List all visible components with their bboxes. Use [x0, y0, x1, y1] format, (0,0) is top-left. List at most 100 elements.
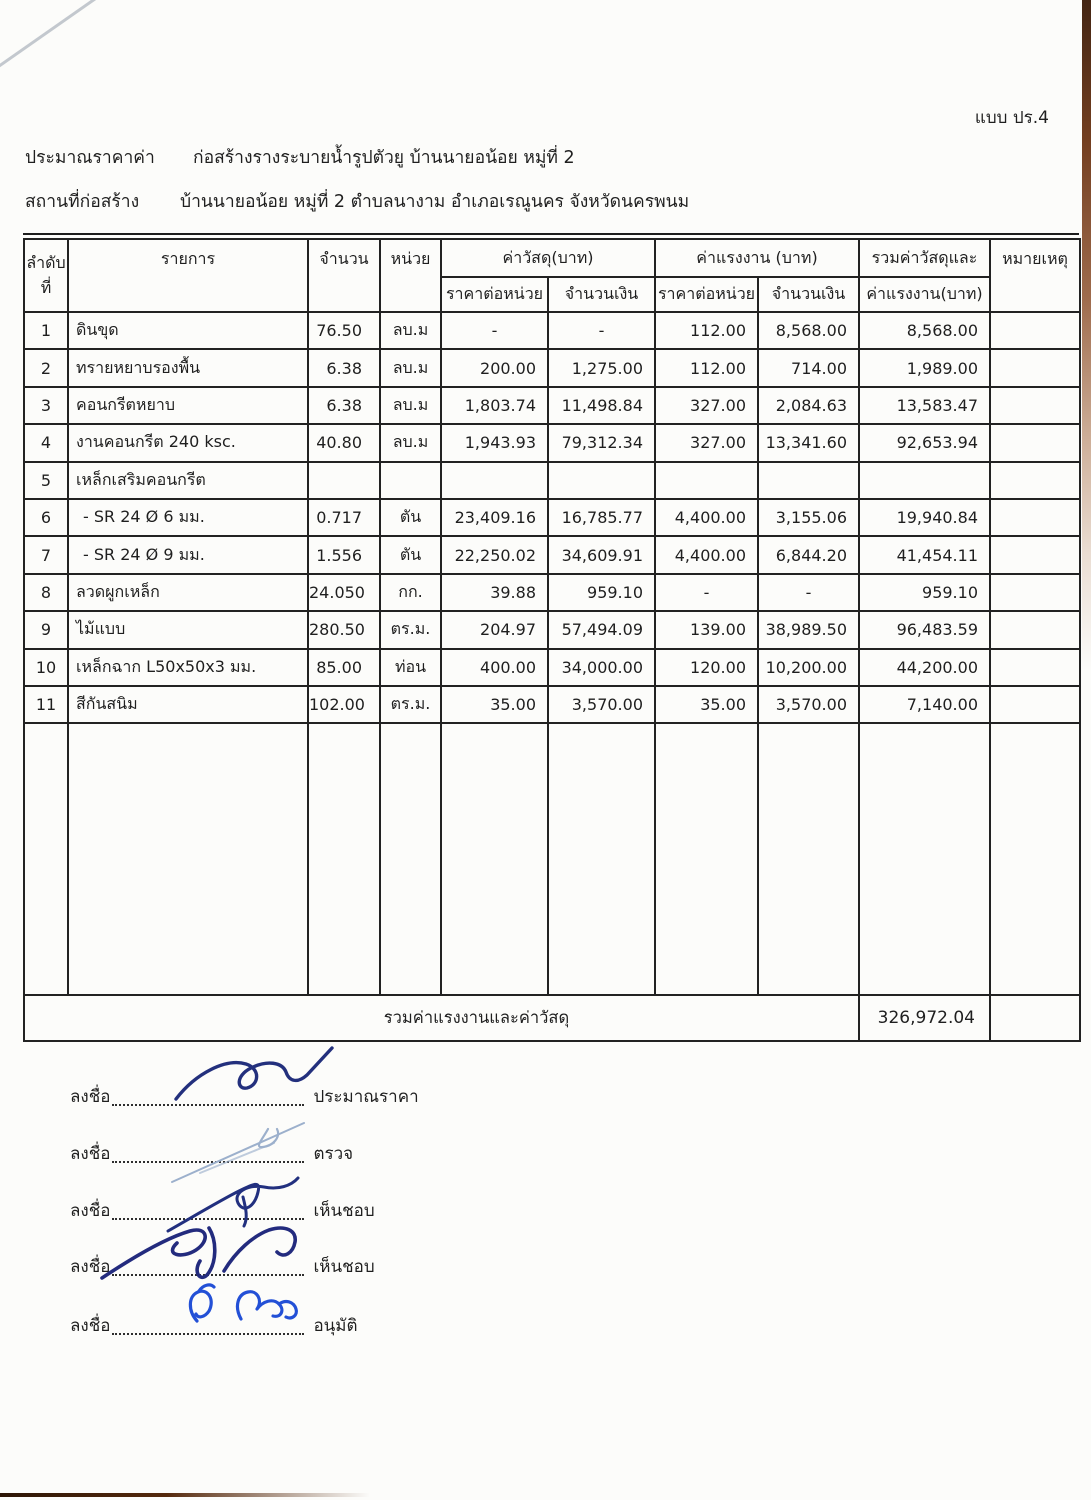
cell-note — [989, 497, 1081, 538]
cell-mat_amt: 34,609.91 — [547, 535, 656, 575]
col-header-note: หมายเหตุ — [989, 238, 1081, 313]
cell-mat_unit: 200.00 — [440, 348, 549, 388]
cell-lab_unit: 112.00 — [654, 310, 759, 351]
grand-total-note-cell — [989, 994, 1081, 1043]
cell-empty — [307, 722, 381, 997]
scan-edge-artifact-bottom — [0, 1493, 370, 1497]
cell-lab_amt: 13,341.60 — [757, 423, 860, 463]
signature-row-endorser-2: ลงชื่อ เห็นชอบ — [70, 1254, 375, 1280]
sign-label: ลงชื่อ — [70, 1201, 111, 1221]
signature-row-inspector: ลงชื่อ ตรวจ — [70, 1141, 353, 1167]
cell-qty: 6.38 — [307, 348, 381, 388]
cell-item: ทรายหยาบรองพื้น — [67, 348, 309, 388]
cell-qty: 1.556 — [307, 535, 381, 575]
cell-note — [989, 423, 1081, 463]
sign-label: ลงชื่อ — [70, 1257, 111, 1277]
cell-lab_amt: 38,989.50 — [757, 610, 860, 650]
cell-mat_amt: 79,312.34 — [547, 423, 656, 463]
cell-mat_amt: 1,275.00 — [547, 348, 656, 388]
cell-item: คอนกรีตหยาบ — [67, 385, 309, 426]
cell-mat_amt: 16,785.77 — [547, 497, 656, 538]
cell-lab_unit: 4,400.00 — [654, 497, 759, 538]
form-code: แบบ ปร.4 — [974, 108, 1049, 128]
cell-lab_amt: 6,844.20 — [757, 535, 860, 575]
location-value: บ้านนายอน้อย หมู่ที่ 2 ตำบลนางาม อำเภอเร… — [180, 192, 690, 212]
col-header-total-line2: ค่าแรงงาน(บาท) — [858, 276, 991, 313]
table-footer: รวมค่าแรงงานและค่าวัสดุ 326,972.04 — [23, 994, 1081, 1043]
cell-note — [989, 385, 1081, 426]
cell-no: 8 — [23, 572, 69, 613]
cell-mat_unit: 22,250.02 — [440, 535, 549, 575]
cell-no: 6 — [23, 497, 69, 538]
cell-mat_amt: - — [547, 310, 656, 351]
cell-item: ลวดผูกเหล็ก — [67, 572, 309, 613]
table-row: 8 ลวดผูกเหล็ก 24.050 กก. 39.88 959.10- -959.10 — [23, 572, 1081, 613]
scan-fold-line — [0, 0, 97, 68]
cell-total: 44,200.00 — [858, 647, 991, 687]
cell-empty — [989, 722, 1081, 997]
signature-role: ตรวจ — [313, 1144, 354, 1164]
cell-total: 41,454.11 — [858, 535, 991, 575]
cell-empty — [440, 722, 549, 997]
cell-mat_unit: 39.88 — [440, 572, 549, 613]
table-row: 1 ดินขุด 76.50 ลบ.ม - -112.00 8,568.00 8,568.00 — [23, 310, 1081, 351]
cell-item: - SR 24 Ø 6 มม. — [67, 497, 309, 538]
cell-qty: 85.00 — [307, 647, 381, 687]
cell-item: ดินขุด — [67, 310, 309, 351]
cell-no: 1 — [23, 310, 69, 351]
cell-note — [989, 348, 1081, 388]
location-label: สถานที่ก่อสร้าง — [25, 192, 140, 212]
cell-unit: ท่อน — [379, 647, 442, 687]
cell-mat_unit: 204.97 — [440, 610, 549, 650]
cell-mat_unit: 1,803.74 — [440, 385, 549, 426]
cell-item: เหล็กเสริมคอนกรีต — [67, 460, 309, 500]
cell-unit: ลบ.ม — [379, 423, 442, 463]
col-header-lab-unit-price: ราคาต่อหน่วย — [654, 276, 759, 313]
cell-lab_unit: 327.00 — [654, 423, 759, 463]
cell-note — [989, 572, 1081, 613]
cell-unit: ตร.ม. — [379, 610, 442, 650]
signature-role: ประมาณราคา — [313, 1087, 419, 1107]
sign-label: ลงชื่อ — [70, 1316, 111, 1336]
col-header-qty: จำนวน — [307, 238, 381, 313]
cell-total: 1,989.00 — [858, 348, 991, 388]
cell-empty — [547, 722, 656, 997]
table-filler-row — [23, 722, 1081, 997]
table-row: 2 ทรายหยาบรองพื้น 6.38 ลบ.ม 200.00 1,275.00 11… — [23, 348, 1081, 388]
cell-unit — [379, 460, 442, 500]
cell-qty: 280.50 — [307, 610, 381, 650]
cell-qty: 76.50 — [307, 310, 381, 351]
cell-total — [858, 460, 991, 500]
col-header-mat-unit-price: ราคาต่อหน่วย — [440, 276, 549, 313]
cell-item: ไม้แบบ — [67, 610, 309, 650]
cell-lab_unit: 139.00 — [654, 610, 759, 650]
signature-role: เห็นชอบ — [313, 1257, 375, 1277]
cell-empty — [379, 722, 442, 997]
scan-edge-artifact-right — [1082, 0, 1091, 790]
cell-lab_unit: - — [654, 572, 759, 613]
cell-no: 7 — [23, 535, 69, 575]
cell-mat_unit: 35.00 — [440, 684, 549, 725]
col-header-lab-amount: จำนวนเงิน — [757, 276, 860, 313]
cell-mat_amt: 3,570.00 — [547, 684, 656, 725]
cell-unit: ลบ.ม — [379, 385, 442, 426]
cell-no: 11 — [23, 684, 69, 725]
cell-mat_unit: 400.00 — [440, 647, 549, 687]
estimate-table: ลำดับ ที่ รายการ จำนวน หน่วย ค่าวัสดุ(บา… — [23, 238, 1081, 1043]
cell-total: 8,568.00 — [858, 310, 991, 351]
cell-mat_unit — [440, 460, 549, 500]
signature-dotted-line — [112, 1333, 305, 1335]
signature-dotted-line — [112, 1104, 305, 1106]
table-row: 5 เหล็กเสริมคอนกรีต — [23, 460, 1081, 500]
table-row: 10 เหล็กฉาก L50x50x3 มม. 85.00 ท่อน 400.00 34… — [23, 647, 1081, 687]
signature-row-approver: ลงชื่อ อนุมัติ — [70, 1313, 358, 1339]
cell-no: 4 — [23, 423, 69, 463]
cell-unit: กก. — [379, 572, 442, 613]
cell-lab_amt: 3,155.06 — [757, 497, 860, 538]
cell-unit: ลบ.ม — [379, 310, 442, 351]
cell-note — [989, 647, 1081, 687]
cell-mat_amt — [547, 460, 656, 500]
cell-unit: ตร.ม. — [379, 684, 442, 725]
cell-item: เหล็กฉาก L50x50x3 มม. — [67, 647, 309, 687]
